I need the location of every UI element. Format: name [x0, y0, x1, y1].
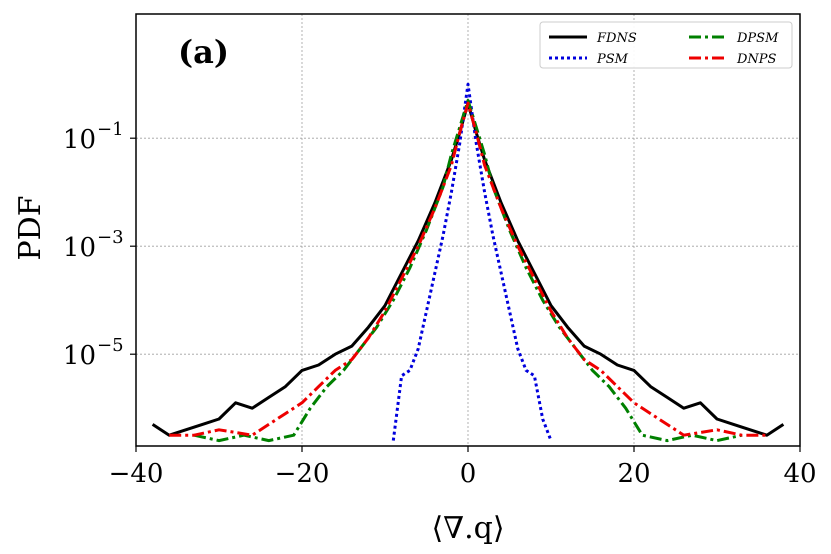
- y-tick-label: 10: [63, 233, 96, 263]
- series-line-psm: [391, 82, 553, 442]
- y-tick-exponent: −3: [97, 227, 124, 248]
- grid-lines: [136, 14, 800, 446]
- series-line-fdns: [151, 101, 785, 437]
- legend-frame: [539, 21, 793, 69]
- series-line-dpsm: [193, 98, 743, 443]
- y-tick-exponent: −5: [97, 335, 124, 356]
- x-tick-label: −40: [109, 459, 164, 489]
- panel-label: (a): [178, 33, 229, 71]
- x-tick-label: 40: [783, 459, 816, 489]
- series-layer: [151, 82, 785, 443]
- x-tick-label: 0: [460, 459, 477, 489]
- legend: FDNS PSM DPSM DNPS: [539, 21, 793, 69]
- legend-label-psm: PSM: [596, 52, 629, 67]
- y-tick-label: 10: [63, 341, 96, 371]
- legend-label-dpsm: DPSM: [736, 31, 779, 46]
- legend-label-dnps: DNPS: [736, 52, 777, 67]
- x-tick-label: −20: [275, 459, 330, 489]
- y-axis-title: PDF: [13, 195, 48, 260]
- x-tick-label: 20: [617, 459, 650, 489]
- x-axis-title: ⟨∇.q⟩: [431, 511, 504, 546]
- legend-label-fdns: FDNS: [596, 31, 637, 46]
- y-tick-label: 10: [63, 125, 96, 155]
- series-line-dnps: [169, 101, 767, 437]
- y-tick-exponent: −1: [97, 119, 124, 140]
